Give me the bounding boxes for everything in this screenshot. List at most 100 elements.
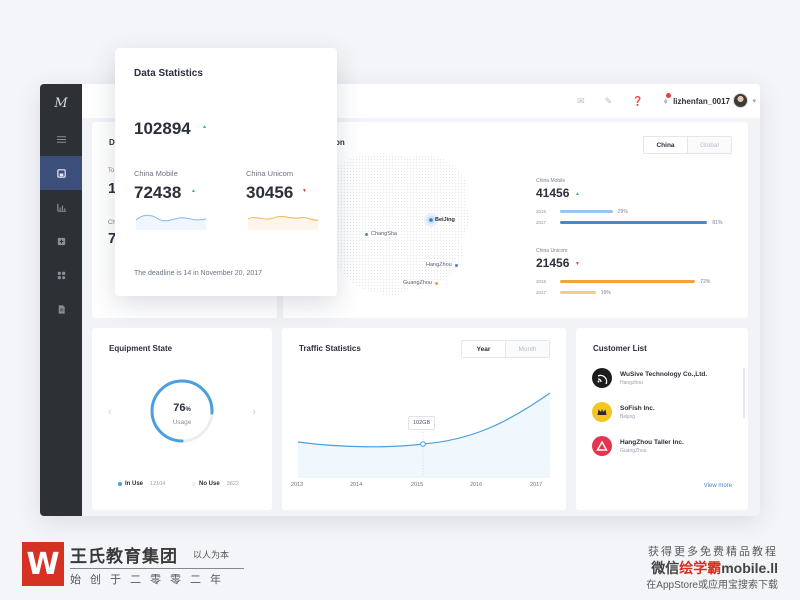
unicom-value: 21456 bbox=[536, 256, 570, 270]
usage-unit: % bbox=[185, 407, 191, 413]
down-arrow-icon: ▼ bbox=[302, 188, 307, 194]
brand-subtitle: 以人为本 bbox=[193, 550, 230, 560]
customer-city: GuangZhou bbox=[620, 447, 647, 454]
legend-no-use: No Use 3822 bbox=[192, 481, 239, 487]
sidebar-item-dashboard[interactable] bbox=[40, 156, 82, 190]
grid-icon bbox=[57, 271, 65, 279]
mobile-value: 72438 bbox=[134, 183, 182, 202]
customer-city: Beijing bbox=[620, 413, 636, 420]
unicom-sparkline bbox=[247, 215, 319, 230]
avatar[interactable] bbox=[733, 93, 748, 108]
chevron-down-icon[interactable]: ▾ bbox=[752, 98, 756, 105]
city-beijing[interactable]: BeiJing bbox=[435, 217, 455, 223]
promo-suffix: mobile.ll bbox=[721, 560, 778, 576]
mobile-sparkline bbox=[135, 214, 207, 230]
username[interactable]: lizhenfan_0017 bbox=[673, 96, 730, 106]
area-fill bbox=[298, 393, 550, 477]
x-tick: 2015 bbox=[411, 482, 424, 488]
city-dot bbox=[454, 263, 458, 267]
mobile-label-fragment: Ch bbox=[108, 220, 116, 226]
bar-pct: 29% bbox=[617, 208, 628, 215]
sidebar-item-charts[interactable] bbox=[40, 190, 82, 224]
promo-line-3: 在AppStore或应用宝搜索下载 bbox=[646, 580, 778, 591]
triangle-logo-icon bbox=[592, 436, 612, 456]
brand-name: 王氏教育集团 bbox=[70, 547, 178, 566]
sidebar-item-docs[interactable] bbox=[40, 292, 82, 326]
customer-item[interactable]: HangZhou Taller Inc. GuangZhou bbox=[592, 434, 684, 458]
data-statistics-popup: Data Statistics 102894 ▲ China Mobile 72… bbox=[115, 48, 337, 296]
bar-year: 2016 bbox=[536, 279, 547, 284]
mobile-bar-2017: 2017 81% bbox=[536, 219, 723, 226]
bar-year: 2017 bbox=[536, 290, 547, 295]
bar-pct: 81% bbox=[712, 219, 723, 226]
unicom-bar-2016: 2016 72% bbox=[536, 278, 711, 285]
chevron-right-icon[interactable]: › bbox=[252, 406, 256, 418]
tab-year[interactable]: Year bbox=[462, 341, 506, 357]
region-toggle: China Global bbox=[643, 136, 732, 154]
mobile-label: China Mobile bbox=[134, 169, 178, 178]
x-tick: 2016 bbox=[470, 482, 483, 488]
bar-pct: 19% bbox=[600, 289, 611, 296]
brand-logo: W bbox=[22, 542, 64, 586]
app-logo: M bbox=[54, 95, 68, 111]
popup-title: Data Statistics bbox=[134, 68, 203, 79]
usage-ring bbox=[150, 379, 214, 443]
bar-fill bbox=[560, 280, 696, 283]
tab-china[interactable]: China bbox=[644, 137, 688, 153]
promo-app-name: 绘学霸 bbox=[679, 560, 722, 576]
equipment-title: Equipment State bbox=[109, 344, 173, 353]
scrollbar[interactable] bbox=[743, 368, 745, 418]
traffic-chart bbox=[297, 379, 551, 478]
city-dot bbox=[365, 232, 368, 236]
sidebar-item-add[interactable] bbox=[40, 224, 82, 258]
customer-item[interactable]: SoFish Inc. Beijing bbox=[592, 400, 655, 424]
view-more-link[interactable]: View more bbox=[703, 483, 732, 489]
bar-chart-icon bbox=[56, 203, 66, 212]
mobile-value: 41456 bbox=[536, 186, 570, 200]
mobile-name: China Mobile bbox=[536, 178, 566, 184]
notification-bell-icon[interactable]: ♦ bbox=[663, 93, 671, 106]
sidebar-item-apps[interactable] bbox=[40, 258, 82, 292]
city-hangzhou[interactable]: HangZhou bbox=[426, 262, 458, 268]
bar-year: 2017 bbox=[536, 220, 547, 225]
unicom-bar-2017: 2017 19% bbox=[536, 289, 611, 296]
equipment-state-card: Equipment State ‹ › 76% Usage In Use 121… bbox=[92, 328, 272, 510]
in-use-label: In Use bbox=[125, 481, 144, 487]
traffic-statistics-card: Traffic Statistics Year Month 102GB 2013… bbox=[282, 328, 566, 510]
help-icon[interactable]: ❓ bbox=[632, 95, 644, 106]
crown-logo-icon bbox=[592, 402, 612, 422]
total-label-fragment: To bbox=[108, 168, 115, 174]
bar-fill bbox=[560, 210, 613, 213]
plus-square-icon bbox=[57, 237, 65, 245]
bar-pct: 72% bbox=[700, 278, 711, 285]
chevron-left-icon[interactable]: ‹ bbox=[108, 406, 112, 418]
no-use-count: 3822 bbox=[226, 481, 239, 487]
data-point[interactable] bbox=[420, 441, 426, 447]
up-arrow-icon: ▲ bbox=[202, 124, 207, 130]
wifi-logo-icon bbox=[592, 368, 612, 388]
legend-in-use: In Use 12104 bbox=[118, 481, 165, 487]
edit-icon[interactable]: ✎ bbox=[604, 95, 613, 106]
total-value: 102894 bbox=[134, 119, 191, 138]
brand-slogan: 始创于二零零二年 bbox=[70, 568, 244, 587]
customer-name: HangZhou Taller Inc. bbox=[620, 438, 684, 446]
city-guangzhou[interactable]: GuangZhou bbox=[403, 280, 439, 286]
tab-global[interactable]: Global bbox=[688, 137, 731, 153]
mobile-value-fragment: 7 bbox=[108, 230, 117, 247]
city-changsha-label: ChangSha bbox=[371, 231, 397, 237]
tab-month[interactable]: Month bbox=[506, 341, 549, 357]
legend-dot bbox=[192, 482, 196, 486]
notification-dot bbox=[666, 93, 671, 98]
customer-name: WuSive Technology Co.,Ltd. bbox=[620, 370, 708, 378]
up-arrow-icon: ▲ bbox=[575, 191, 580, 197]
usage-percent: 76% bbox=[144, 402, 220, 414]
customer-name: SoFish Inc. bbox=[620, 404, 655, 412]
menu-icon[interactable] bbox=[40, 122, 82, 156]
customer-item[interactable]: WuSive Technology Co.,Ltd. Hangzhou bbox=[592, 366, 707, 390]
document-icon bbox=[58, 304, 65, 314]
city-dot bbox=[435, 281, 439, 285]
total-value-fragment: 1 bbox=[108, 180, 117, 197]
city-changsha[interactable]: ChangSha bbox=[365, 231, 397, 237]
unicom-name: China Unicom bbox=[536, 248, 568, 254]
message-icon[interactable]: ✉ bbox=[577, 95, 585, 106]
